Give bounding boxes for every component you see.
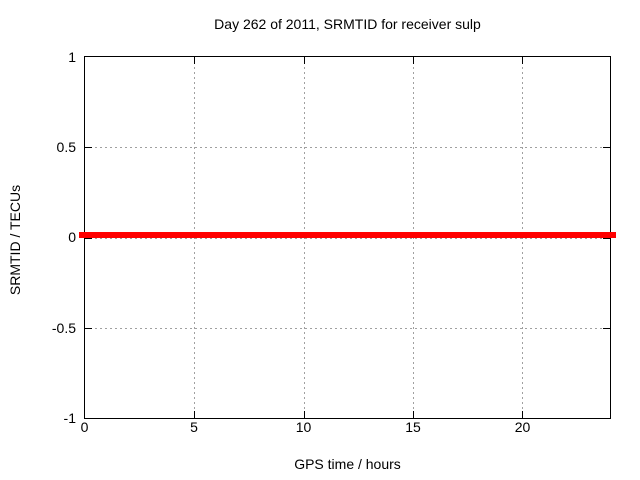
y-tick-label-0.5: 0.5 [56, 139, 76, 155]
gridline-y-0 [85, 237, 610, 239]
gridline-x-20 [522, 57, 524, 418]
x-tick-top-20 [522, 57, 524, 64]
gridline-x-15 [413, 57, 415, 418]
y-tick-right-0.5 [603, 147, 610, 149]
x-tick-bottom-20 [522, 411, 524, 418]
y-tick-left--0.5 [85, 327, 92, 329]
y-tick-left-0.5 [85, 147, 92, 149]
gridline-x-5 [194, 57, 196, 418]
x-tick-bottom-5 [194, 411, 196, 418]
y-tick-label--0.5: -0.5 [51, 320, 76, 336]
y-tick-right-0 [603, 237, 610, 239]
plot-area [79, 56, 616, 419]
x-axis-label: GPS time / hours [294, 456, 401, 472]
data-line-srmtid [79, 231, 616, 238]
x-tick-top-10 [303, 57, 305, 64]
y-tick-label--1: -1 [63, 410, 76, 426]
y-tick-right--0.5 [603, 327, 610, 329]
x-tick-bottom-10 [303, 411, 305, 418]
y-tick-left-0 [85, 237, 92, 239]
y-tick-label-0: 0 [68, 229, 76, 245]
y-tick-label-1: 1 [68, 49, 76, 65]
x-tick-label-20: 20 [514, 419, 531, 435]
x-tick-bottom-15 [413, 411, 415, 418]
x-tick-label-0: 0 [80, 419, 89, 435]
x-tick-top-15 [413, 57, 415, 64]
chart-title: Day 262 of 2011, SRMTID for receiver sul… [214, 16, 481, 32]
x-tick-label-15: 15 [405, 419, 421, 435]
gridline-y-0.5 [85, 147, 610, 149]
x-tick-label-5: 5 [190, 419, 198, 435]
x-tick-label-10: 10 [295, 419, 312, 435]
gridline-y--0.5 [85, 327, 610, 329]
x-tick-top-5 [194, 57, 196, 64]
gridline-x-10 [303, 57, 305, 418]
